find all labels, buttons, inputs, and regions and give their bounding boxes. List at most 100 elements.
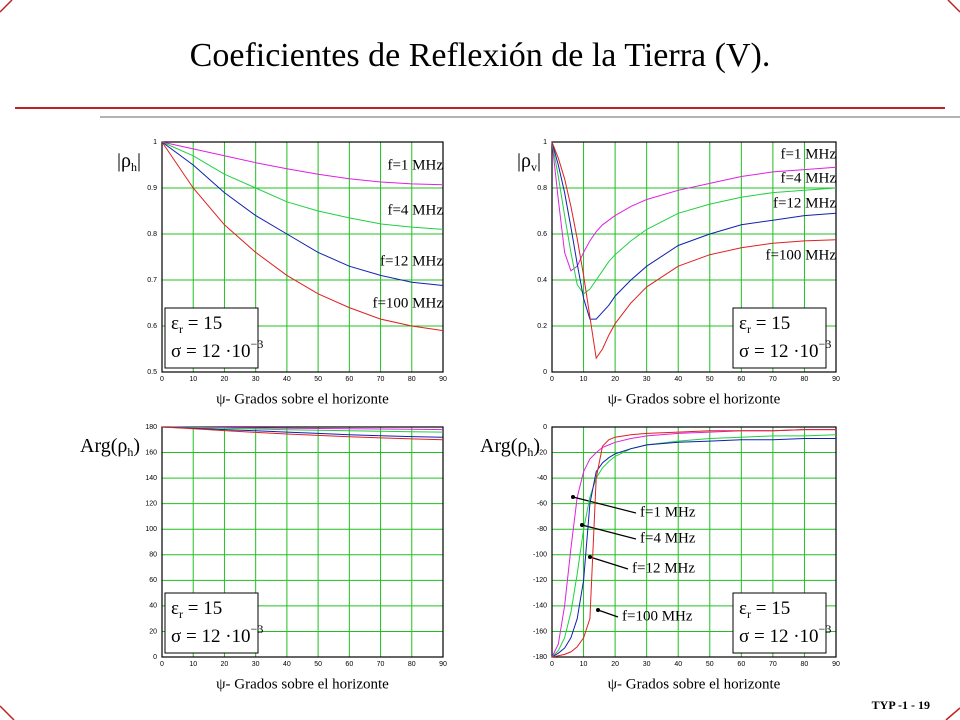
x-tick-label: 30 <box>643 376 651 383</box>
y-tick-label: 40 <box>149 603 157 610</box>
parameter-part: r <box>179 607 183 621</box>
y-tick-label: 20 <box>149 628 157 635</box>
x-tick-label: 80 <box>801 661 809 668</box>
series-line <box>551 141 837 360</box>
y-tick-label: 0 <box>153 654 157 661</box>
y-tick-label: 0.2 <box>537 323 547 330</box>
y-tick-label: 0 <box>543 369 547 376</box>
x-tick-label: 70 <box>769 376 777 383</box>
y-tick-label: -100 <box>533 552 547 559</box>
arrow-head <box>588 555 592 559</box>
x-tick-label: 10 <box>580 376 588 383</box>
x-tick-label: 90 <box>439 376 447 383</box>
series-label: f=1 MHz <box>387 157 443 173</box>
y-tick-label: 0.6 <box>537 231 547 238</box>
parameter-text: εr = 15 <box>739 313 790 335</box>
x-tick-label: 60 <box>345 661 353 668</box>
series-line <box>161 426 444 441</box>
x-tick-label: 60 <box>737 376 745 383</box>
series-line <box>551 434 837 658</box>
x-tick-label: 0 <box>550 661 554 668</box>
y-tick-label: 0.7 <box>147 277 157 284</box>
series-label: f=1 MHz <box>640 504 696 520</box>
series-label: f=4 MHz <box>640 530 696 546</box>
parameter-text: σ = 12 ·10−3 <box>739 622 831 648</box>
parameter-part: = 12 ·10 <box>749 626 818 647</box>
x-tick-label: 30 <box>643 661 651 668</box>
y-tick-label: 120 <box>145 501 157 508</box>
series-line <box>161 141 444 186</box>
series-line <box>551 141 837 272</box>
x-tick-label: 90 <box>832 376 840 383</box>
y-tick-label: 0.6 <box>147 323 157 330</box>
x-tick-label: 70 <box>377 376 385 383</box>
y-tick-label: 160 <box>145 449 157 456</box>
parameter-part: = 15 <box>183 598 222 619</box>
x-tick-label: 50 <box>314 661 322 668</box>
y-tick-label: 80 <box>149 552 157 559</box>
x-axis-label: ψ- Grados sobre el horizonte <box>216 676 389 692</box>
parameter-part: −3 <box>251 622 264 636</box>
x-tick-label: 80 <box>408 661 416 668</box>
series-line <box>161 141 444 332</box>
x-tick-label: 90 <box>439 661 447 668</box>
plot-frame <box>551 426 837 658</box>
parameter-part: = 15 <box>751 313 790 334</box>
series-label: f=12 MHz <box>773 195 836 211</box>
series-line <box>551 141 837 320</box>
y-tick-label: 0.8 <box>147 231 157 238</box>
y-tick-label: -120 <box>533 577 547 584</box>
y-tick-label: 1 <box>153 139 157 146</box>
parameter-part: −3 <box>819 622 832 636</box>
arrow-head <box>580 523 584 527</box>
x-tick-label: 70 <box>377 661 385 668</box>
series-line <box>161 426 444 438</box>
y-tick-label: -20 <box>537 449 547 456</box>
x-tick-label: 0 <box>160 376 164 383</box>
parameter-part: r <box>747 607 751 621</box>
series-line <box>161 141 444 230</box>
x-tick-label: 80 <box>408 376 416 383</box>
x-tick-label: 90 <box>832 661 840 668</box>
y-axis-label-part: Arg(ρ <box>480 435 527 457</box>
series-label: f=12 MHz <box>632 560 695 576</box>
x-tick-label: 40 <box>674 661 682 668</box>
arrow-head <box>571 495 575 499</box>
y-axis-label-part: ) <box>533 435 540 457</box>
y-tick-label: 60 <box>149 577 157 584</box>
x-tick-label: 10 <box>189 376 197 383</box>
series-label: f=100 MHz <box>372 295 443 311</box>
series-line <box>161 141 444 286</box>
parameter-part: σ <box>739 341 749 362</box>
parameter-text: σ = 12 ·10−3 <box>739 337 831 363</box>
corner-line <box>0 705 15 720</box>
plot-frame <box>551 141 837 373</box>
corner-line <box>0 0 13 13</box>
arrow-head <box>596 608 600 612</box>
parameter-part: r <box>179 322 183 336</box>
y-tick-label: -40 <box>537 475 547 482</box>
y-tick-label: -60 <box>537 501 547 508</box>
x-tick-label: 40 <box>674 376 682 383</box>
parameter-text: εr = 15 <box>171 313 222 335</box>
y-axis-label-part: Arg(ρ <box>80 435 127 457</box>
label-arrow <box>589 556 629 570</box>
x-tick-label: 60 <box>737 661 745 668</box>
x-tick-label: 10 <box>189 661 197 668</box>
y-tick-label: -140 <box>533 603 547 610</box>
x-tick-label: 30 <box>252 661 260 668</box>
x-tick-label: 40 <box>283 376 291 383</box>
parameter-part: ε <box>171 313 179 334</box>
parameter-part: = 12 ·10 <box>181 341 250 362</box>
parameter-part: σ <box>171 626 181 647</box>
y-axis-label-part: h <box>527 445 533 459</box>
y-axis-label-part: |ρ <box>117 150 131 172</box>
y-axis-label-part: |ρ <box>517 150 531 172</box>
y-tick-label: 0.8 <box>537 185 547 192</box>
plot-frame <box>161 141 444 373</box>
x-tick-label: 80 <box>801 376 809 383</box>
x-tick-label: 70 <box>769 661 777 668</box>
label-arrow <box>581 524 637 540</box>
parameter-part: r <box>747 322 751 336</box>
